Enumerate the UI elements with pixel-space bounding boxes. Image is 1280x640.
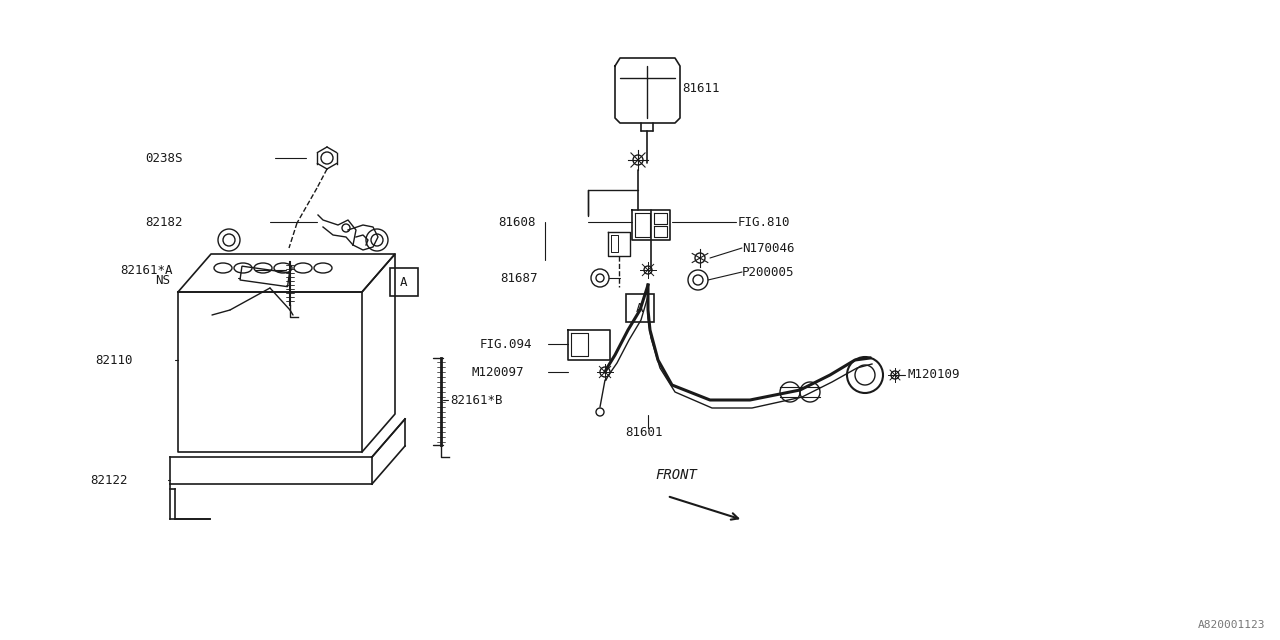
Text: 81687: 81687 <box>500 271 538 285</box>
Text: 82182: 82182 <box>145 216 183 228</box>
Text: 82161*B: 82161*B <box>451 394 503 406</box>
Text: 82110: 82110 <box>95 353 133 367</box>
Text: 81608: 81608 <box>498 216 535 228</box>
Text: M120109: M120109 <box>908 369 960 381</box>
Text: A: A <box>401 275 408 289</box>
Text: 81601: 81601 <box>625 426 663 438</box>
Text: NS: NS <box>155 273 170 287</box>
Text: 82161*A: 82161*A <box>120 264 173 276</box>
Text: A820001123: A820001123 <box>1198 620 1265 630</box>
Bar <box>241 266 289 287</box>
Text: N170046: N170046 <box>742 241 795 255</box>
Text: 0238S: 0238S <box>145 152 183 164</box>
Text: FIG.094: FIG.094 <box>480 337 532 351</box>
Text: M120097: M120097 <box>472 365 525 378</box>
Bar <box>626 294 654 322</box>
Text: 81611: 81611 <box>682 81 719 95</box>
Bar <box>390 268 419 296</box>
Text: FIG.810: FIG.810 <box>739 216 791 228</box>
Text: P200005: P200005 <box>742 266 795 278</box>
Text: 82122: 82122 <box>90 474 128 486</box>
Text: FRONT: FRONT <box>655 468 696 482</box>
Text: A: A <box>636 301 644 314</box>
